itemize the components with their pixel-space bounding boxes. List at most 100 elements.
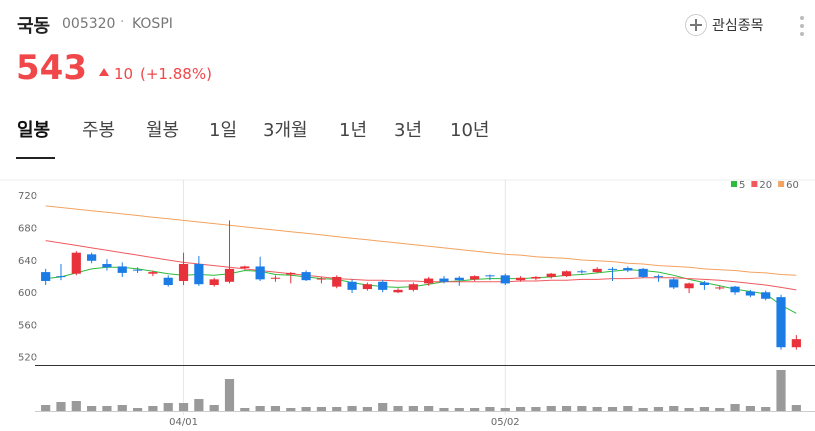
candle-body bbox=[270, 277, 281, 279]
volume-bar bbox=[454, 408, 464, 411]
volume-bar bbox=[730, 404, 740, 411]
volume-bar bbox=[224, 379, 235, 411]
candle-body bbox=[653, 276, 664, 278]
volume-bar bbox=[623, 406, 633, 411]
candle-body bbox=[669, 279, 679, 288]
volume-bar bbox=[592, 407, 602, 411]
candle-body bbox=[224, 268, 235, 282]
tab[interactable]: 주봉 bbox=[82, 120, 116, 141]
volume-bar bbox=[531, 407, 541, 411]
volume-bar bbox=[132, 408, 143, 411]
change: 10 bbox=[114, 65, 134, 83]
tab[interactable]: 10년 bbox=[450, 120, 490, 141]
candle-body bbox=[531, 276, 541, 279]
candle-body bbox=[316, 278, 327, 280]
volume-bar bbox=[684, 408, 694, 411]
add-icon[interactable] bbox=[684, 13, 708, 37]
volume-bar bbox=[240, 408, 250, 411]
candle-body bbox=[148, 272, 158, 274]
volume-bar bbox=[408, 406, 418, 411]
market: KOSPI bbox=[132, 16, 173, 32]
candle-body bbox=[699, 282, 710, 286]
y-tick-label: 600 bbox=[18, 288, 37, 299]
candle-body bbox=[255, 266, 265, 280]
legend-label: 60 bbox=[786, 180, 799, 191]
candle-body bbox=[715, 287, 725, 289]
change-percent: (+1.88%) bbox=[140, 65, 212, 83]
volume-bar bbox=[270, 406, 281, 411]
candle-body bbox=[56, 276, 66, 278]
candle-body bbox=[607, 268, 618, 270]
volume-bar bbox=[424, 406, 434, 411]
y-tick-label: 560 bbox=[18, 320, 37, 331]
candle-body bbox=[485, 275, 495, 277]
volume-bar bbox=[178, 403, 189, 411]
moving-average-line bbox=[45, 266, 797, 314]
volume-bar bbox=[761, 407, 771, 411]
volume-bar bbox=[87, 406, 97, 411]
legend-label: 20 bbox=[759, 180, 772, 191]
candle-body bbox=[163, 277, 173, 286]
tab[interactable]: 월봉 bbox=[146, 120, 180, 141]
candle-body bbox=[592, 268, 602, 273]
tab[interactable]: 3개월 bbox=[263, 120, 308, 141]
volume-bar bbox=[148, 406, 158, 411]
volume-bar bbox=[393, 406, 403, 411]
candle-body bbox=[424, 278, 434, 284]
candle-body bbox=[439, 278, 449, 282]
volume-bar bbox=[669, 406, 679, 411]
price: 543 bbox=[16, 48, 87, 88]
volume-bar bbox=[653, 407, 664, 411]
more-menu[interactable] bbox=[797, 14, 807, 38]
volume-bar bbox=[470, 408, 480, 411]
candle-body bbox=[286, 272, 296, 275]
volume-bar bbox=[546, 406, 556, 411]
candle-body bbox=[301, 272, 311, 281]
volume-bar bbox=[41, 405, 51, 411]
volume-bar bbox=[515, 407, 526, 411]
candle-body bbox=[408, 284, 418, 290]
candle-body bbox=[209, 279, 219, 286]
volume-bar bbox=[163, 403, 173, 411]
volume-bar bbox=[485, 407, 495, 411]
candle-body bbox=[178, 264, 189, 281]
volume-bar bbox=[439, 408, 449, 411]
volume-bar bbox=[71, 401, 81, 411]
legend-swatch bbox=[751, 181, 758, 187]
candle-body bbox=[561, 271, 572, 277]
tab[interactable]: 일봉 bbox=[17, 120, 51, 141]
y-tick-label: 520 bbox=[18, 353, 37, 364]
candle-body bbox=[577, 271, 587, 273]
candle-body bbox=[41, 272, 51, 281]
volume-bar bbox=[699, 407, 710, 411]
tab[interactable]: 1일 bbox=[209, 120, 238, 141]
candle-body bbox=[102, 264, 112, 268]
stock-code: 005320 bbox=[62, 16, 116, 32]
x-tick-label: 04/01 bbox=[169, 417, 198, 428]
candle-body bbox=[470, 276, 480, 280]
volume-bar bbox=[117, 405, 127, 411]
tab[interactable]: 1년 bbox=[339, 120, 368, 141]
tab[interactable]: 3년 bbox=[394, 120, 423, 141]
candle-body bbox=[745, 291, 755, 296]
candle-body bbox=[500, 275, 510, 284]
candle-body bbox=[546, 273, 556, 277]
volume-bar bbox=[561, 406, 572, 411]
candle-body bbox=[730, 286, 740, 293]
volume-bar bbox=[776, 370, 786, 411]
volume-bar bbox=[102, 406, 112, 411]
volume-bar bbox=[286, 408, 296, 411]
candle-body bbox=[71, 252, 81, 274]
candle-body bbox=[776, 297, 786, 348]
volume-bar bbox=[301, 407, 311, 411]
legend-label: 5 bbox=[739, 180, 745, 191]
watch-button[interactable]: 관심종목 bbox=[712, 18, 764, 34]
volume-bar bbox=[607, 407, 618, 411]
y-tick-label: 720 bbox=[18, 191, 37, 202]
candle-body bbox=[378, 281, 388, 290]
volume-bar bbox=[362, 407, 372, 411]
volume-bar bbox=[194, 399, 204, 411]
volume-bar bbox=[332, 407, 342, 411]
moving-average-line bbox=[45, 205, 797, 276]
